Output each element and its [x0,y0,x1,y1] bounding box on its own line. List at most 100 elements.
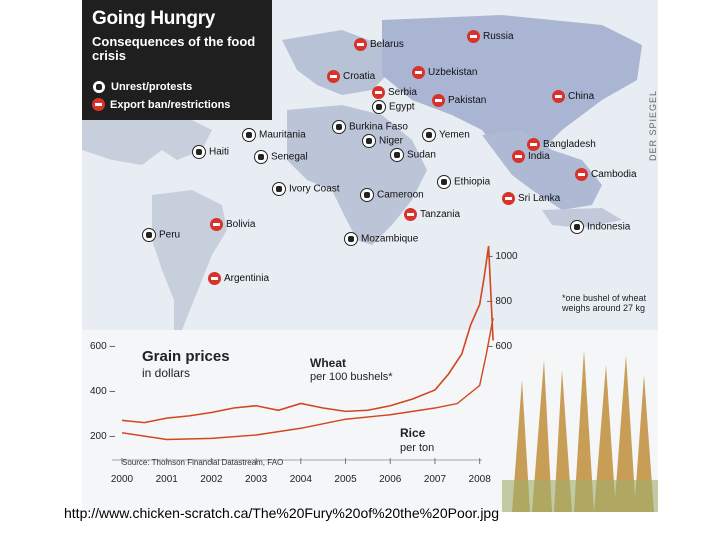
legend-subtitle: Consequences of the food crisis [92,34,256,63]
country-marker: Croatia [327,70,375,83]
ban-icon [372,86,385,99]
legend-ban-label: Export ban/restrictions [110,98,231,111]
country-label: Sudan [407,149,436,161]
legend-title: Going Hungry [92,8,216,29]
country-label: Indonesia [587,221,631,233]
ban-icon [208,272,221,285]
country-marker: Egypt [372,100,415,114]
country-label: Croatia [343,71,376,83]
country-label: Uzbekistan [428,67,478,79]
country-label: Ivory Coast [289,183,340,195]
country-marker: Sudan [390,148,436,162]
country-label: Sri Lanka [518,193,561,205]
chart-note: *one bushel of wheat weighs around 27 kg [562,293,647,313]
country-marker: Ethiopia [437,175,490,189]
country-label: Mozambique [361,233,419,245]
country-marker: Bangladesh [527,138,596,151]
country-label: Niger [379,135,403,147]
country-marker: Ivory Coast [272,182,340,196]
country-label: Bolivia [226,219,256,231]
country-marker: Bolivia [210,218,255,231]
infographic-figure: Going Hungry Consequences of the food cr… [82,0,658,512]
country-label: Egypt [389,101,415,113]
chart-source: Source: Thomson Financial Datastream, FA… [122,458,284,467]
ban-icon [512,150,525,163]
country-label: Belarus [370,39,404,51]
country-label: Haiti [209,146,230,158]
series-unit-wheat: per 100 bushels* [310,371,393,383]
legend-unrest: Unrest/protests [92,80,192,94]
chart-subtitle: in dollars [142,366,191,380]
continent-russia-asia [382,15,642,160]
credit-label: DER SPIEGEL [648,90,658,162]
image-url: http://www.chicken-scratch.ca/The%20Fury… [64,505,500,521]
country-marker: Indonesia [570,220,630,234]
country-label: Tanzania [420,209,461,221]
country-marker: Cambodia [575,168,637,181]
country-label: India [528,151,550,163]
country-marker: Argentinia [208,272,269,285]
country-label: Argentinia [224,273,270,285]
country-label: China [568,91,595,103]
country-marker: Belarus [354,38,404,51]
continent-indonesia [542,208,622,228]
unrest-icon [254,150,268,164]
country-marker: Mozambique [344,232,418,246]
country-label: Cambodia [591,169,637,181]
continent-africa [287,105,427,245]
ban-icon [575,168,588,181]
unrest-icon [437,175,451,189]
country-marker: Cameroon [360,188,424,202]
ban-icon [210,218,223,231]
country-marker: Burkina Faso [332,120,408,134]
unrest-icon [142,228,156,242]
series-unit-rice: per ton [400,442,435,454]
country-marker: Serbia [372,86,417,99]
legend-ban: Export ban/restrictions [92,98,230,111]
country-label: Russia [483,31,514,43]
wheat-field [512,350,654,512]
unrest-icon [422,128,436,142]
series-label-rice: Rice [400,426,426,440]
continent-india-se-asia [482,130,602,210]
unrest-icon [242,128,256,142]
ban-icon [354,38,367,51]
country-label: Pakistan [448,95,487,107]
country-label: Bangladesh [543,139,596,151]
country-marker: Russia [467,30,514,43]
country-label: Ethiopia [454,176,491,188]
country-label: Peru [159,229,181,241]
country-label: Yemen [439,129,470,141]
legend-panel: Going Hungry Consequences of the food cr… [82,0,272,120]
country-marker: India [512,150,550,163]
country-label: Burkina Faso [349,121,408,133]
unrest-icon [372,100,386,114]
unrest-icon [360,188,374,202]
unrest-icon [192,145,206,159]
ban-icon [527,138,540,151]
country-marker: Haiti [192,145,229,159]
country-marker: Peru [142,228,180,242]
unrest-icon [362,134,376,148]
country-label: Cameroon [377,189,424,201]
country-marker: Sri Lanka [502,192,560,205]
ban-icon [412,66,425,79]
ban-icon [432,94,445,107]
country-marker: Senegal [254,150,308,164]
ban-icon [467,30,480,43]
ban-icon [552,90,565,103]
country-label: Serbia [388,87,417,99]
ban-icon [502,192,515,205]
country-label: Mauritania [259,129,306,141]
unrest-icon [390,148,404,162]
country-marker: Tanzania [404,208,460,221]
country-marker: Uzbekistan [412,66,477,79]
ban-icon [92,98,105,111]
country-marker: Niger [362,134,403,148]
unrest-icon [332,120,346,134]
continent-north-america [82,110,212,165]
country-marker: Pakistan [432,94,486,107]
country-marker: Mauritania [242,128,306,142]
chart-title: Grain prices [142,348,230,365]
unrest-icon [92,80,106,94]
